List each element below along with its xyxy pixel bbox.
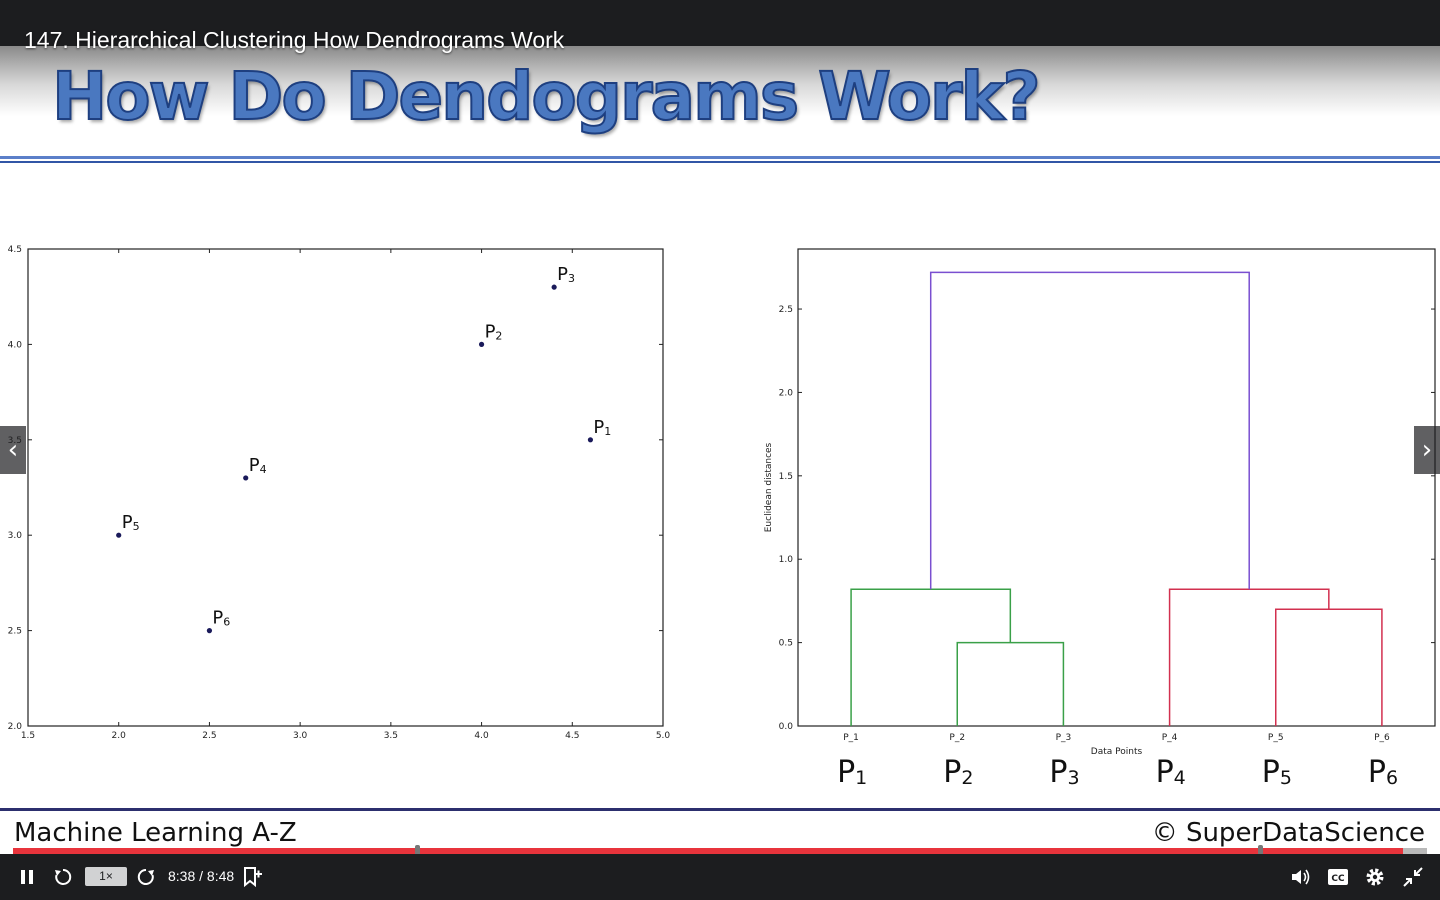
- data-point: [551, 284, 557, 290]
- y-tick-label: 3.0: [8, 531, 23, 541]
- x-tick-label: 4.5: [565, 731, 579, 741]
- dendrogram-chart: 0.0 0.5 1.0 1.5 2.0 2.5 P_1 P_2 P_3 P_4 P_5 P_6 Data…: [764, 248, 1436, 757]
- gear-icon: [1366, 868, 1384, 886]
- y-tick-label: 2.5: [8, 627, 22, 637]
- data-point: [116, 532, 122, 538]
- chapter-marker[interactable]: [415, 845, 420, 856]
- point-label: P5: [122, 512, 140, 533]
- y-tick-label: 4.5: [8, 245, 22, 255]
- big-point-label: P5: [1262, 755, 1292, 790]
- x-tick-label: 4.0: [474, 731, 489, 741]
- progress-bar[interactable]: [13, 848, 1427, 854]
- y-tick-label: 2.0: [8, 722, 23, 732]
- footer-divider: [0, 808, 1440, 811]
- y-tick-label: 2.0: [779, 388, 794, 398]
- data-point: [243, 475, 249, 481]
- leaf-label: P_1: [843, 733, 859, 743]
- volume-button[interactable]: [1290, 867, 1312, 891]
- y-tick-label: 1.5: [779, 472, 793, 482]
- leaf-label: P_2: [949, 733, 965, 743]
- dendrogram-link: [956, 641, 1065, 726]
- x-tick-label: 3.0: [293, 731, 308, 741]
- playback-speed-button[interactable]: 1×: [85, 867, 127, 886]
- volume-icon: [1292, 869, 1310, 885]
- top-bar: [0, 0, 1440, 46]
- big-point-label: P4: [1156, 755, 1186, 790]
- leaf-label: P_6: [1374, 733, 1390, 743]
- leaf-label: P_4: [1162, 733, 1178, 743]
- y-tick-label: 1.0: [779, 555, 794, 565]
- slide-header-band: [0, 46, 1440, 116]
- scatter-plot: 1.52.02.53.03.54.04.55.02.02.53.03.54.04…: [8, 245, 671, 741]
- lecture-title: 147. Hierarchical Clustering How Dendrog…: [24, 27, 565, 53]
- chevron-left-icon: ‹: [7, 435, 19, 465]
- y-tick-label: 0.5: [779, 639, 793, 649]
- progress-fill: [13, 848, 1403, 854]
- point-label: P6: [212, 608, 230, 629]
- pause-icon: [21, 870, 33, 884]
- x-tick-label: 3.5: [384, 731, 398, 741]
- point-label: P4: [249, 455, 267, 476]
- dendrogram-link: [850, 588, 1012, 726]
- data-point: [587, 437, 594, 443]
- settings-button[interactable]: [1364, 866, 1386, 892]
- y-axis-label: Euclidean distances: [764, 442, 774, 532]
- course-name: Machine Learning A-Z: [14, 818, 297, 848]
- chevron-right-icon: ›: [1421, 435, 1433, 465]
- bookmark-add-icon: [244, 867, 262, 888]
- previous-lecture-button[interactable]: ‹: [0, 426, 26, 474]
- y-tick-label: 2.5: [779, 305, 793, 315]
- add-bookmark-button[interactable]: [241, 866, 263, 892]
- point-label: P3: [557, 264, 575, 285]
- exit-fullscreen-button[interactable]: [1402, 866, 1424, 892]
- slide-heading: How Do Dendograms Work?: [51, 57, 1042, 136]
- slide-charts: 1.52.02.53.03.54.04.55.02.02.53.03.54.04…: [8, 245, 1436, 790]
- point-label: P1: [593, 417, 611, 438]
- y-tick-label: 0.0: [779, 722, 794, 732]
- y-tick-label: 4.0: [8, 340, 23, 350]
- exit-fullscreen-icon: [1403, 867, 1423, 887]
- dendrogram-link: [929, 271, 1250, 590]
- data-point: [206, 628, 213, 634]
- cc-icon: CC: [1328, 869, 1348, 885]
- x-tick-label: 2.0: [112, 731, 127, 741]
- x-axis-label: Data Points: [1091, 747, 1143, 757]
- leaf-label: P_5: [1268, 733, 1284, 743]
- next-lecture-button[interactable]: ›: [1414, 426, 1440, 474]
- captions-button[interactable]: CC: [1327, 868, 1349, 890]
- svg-text:CC: CC: [1331, 874, 1345, 884]
- forward-icon: [137, 868, 154, 885]
- x-tick-label: 1.5: [21, 731, 35, 741]
- copyright-text: © SuperDataScience: [1151, 818, 1425, 848]
- point-label: P2: [485, 321, 503, 342]
- x-tick-label: 5.0: [656, 731, 671, 741]
- chapter-marker[interactable]: [1258, 845, 1263, 856]
- dendrogram-link: [1168, 588, 1330, 726]
- forward-button[interactable]: [136, 867, 156, 891]
- big-point-label: P3: [1049, 755, 1079, 790]
- rewind-button[interactable]: [53, 867, 73, 891]
- big-point-label: P1: [837, 755, 867, 790]
- dendrogram-frame: [797, 248, 1436, 727]
- x-tick-label: 2.5: [202, 731, 216, 741]
- heading-divider: [0, 156, 1440, 163]
- time-display: 8:38 / 8:48: [168, 868, 235, 884]
- leaf-label: P_3: [1056, 733, 1072, 743]
- large-point-labels: P1 P2 P3 P4 P5 P6: [837, 755, 1398, 790]
- data-point: [478, 341, 485, 347]
- scatter-plot-frame: [27, 248, 664, 727]
- big-point-label: P6: [1368, 755, 1398, 790]
- rewind-icon: [55, 868, 72, 885]
- dendrogram-link: [1275, 608, 1383, 726]
- player-controls: 1× 8:38 / 8:48 CC: [0, 854, 1440, 900]
- pause-button[interactable]: [18, 868, 36, 890]
- big-point-label: P2: [943, 755, 973, 790]
